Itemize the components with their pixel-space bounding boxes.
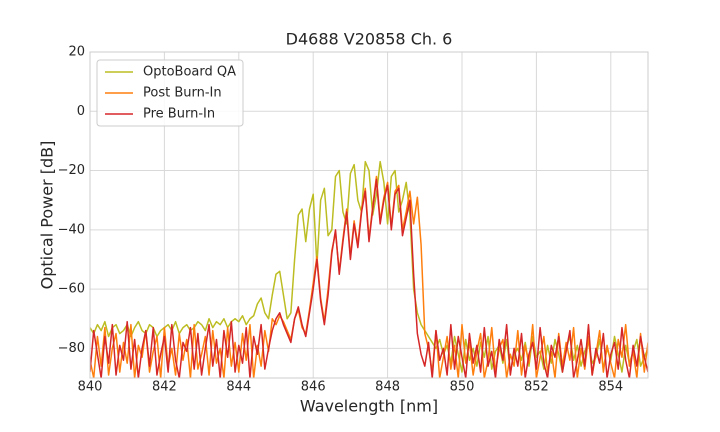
x-tick-label: 850	[450, 380, 475, 395]
y-tick-label: 0	[77, 104, 85, 119]
x-tick-label: 848	[375, 380, 400, 395]
y-tick-label: −40	[58, 222, 85, 237]
x-tick-label: 852	[524, 380, 549, 395]
plot-lines	[90, 160, 648, 378]
x-tick-label: 844	[226, 380, 251, 395]
x-tick-label: 842	[152, 380, 177, 395]
x-tick-label: 854	[598, 380, 623, 395]
y-tick-label: −60	[58, 282, 85, 297]
chart-title: D4688 V20858 Ch. 6	[286, 30, 453, 49]
legend: OptoBoard QA Post Burn-In Pre Burn-In	[96, 59, 244, 127]
y-axis-label: Optical Power [dB]	[38, 141, 57, 290]
legend-label: Pre Burn-In	[143, 107, 215, 122]
series-line	[90, 160, 648, 373]
x-tick-label: 846	[301, 380, 326, 395]
y-tick-label: −20	[58, 163, 85, 178]
x-tick-label: 840	[78, 380, 103, 395]
y-tick-label: −80	[58, 341, 85, 356]
legend-box	[96, 59, 244, 127]
x-axis-label: Wavelength [nm]	[300, 397, 438, 416]
legend-label: OptoBoard QA	[143, 65, 236, 80]
series-line	[90, 178, 648, 378]
legend-label: Post Burn-In	[143, 86, 222, 101]
y-tick-label: 20	[68, 45, 85, 60]
plot-frame	[89, 51, 649, 379]
